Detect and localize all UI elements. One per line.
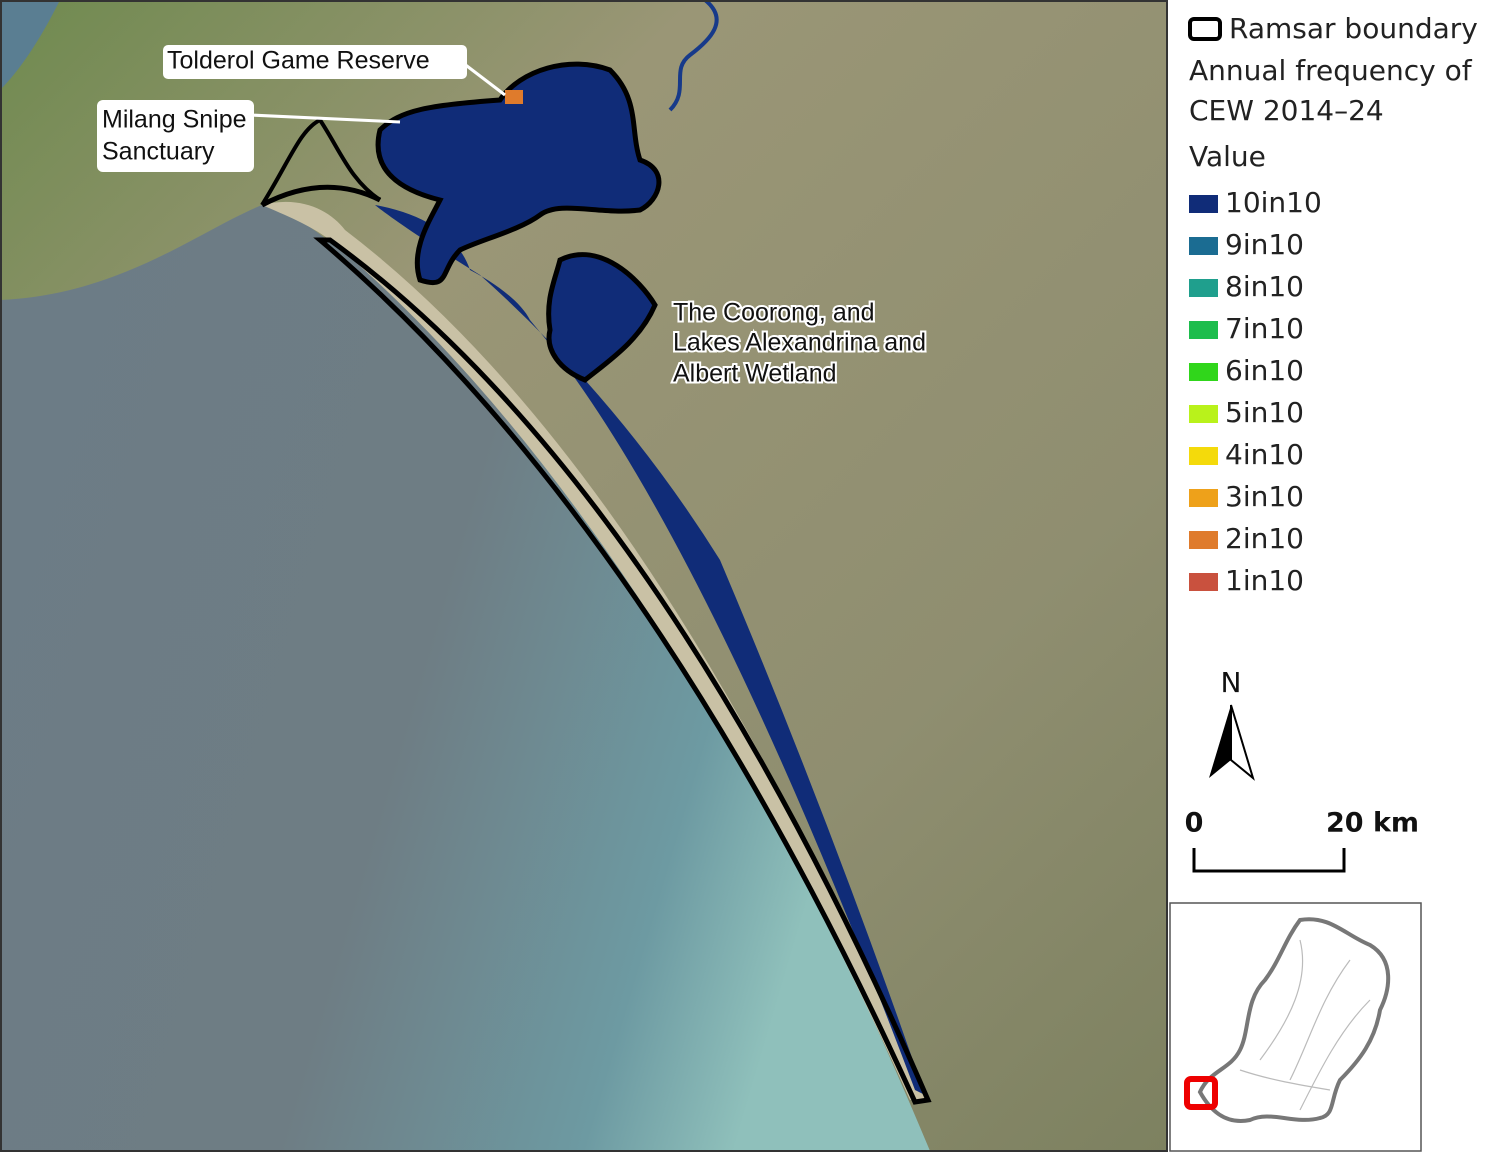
legend-subtitle: Value xyxy=(1189,140,1266,173)
legend-entry: Ramsar boundary xyxy=(1229,12,1478,45)
catchment-outline xyxy=(1197,917,1391,1123)
tolderol-patch xyxy=(505,90,523,104)
legend-label: 8in10 xyxy=(1225,270,1304,303)
legend-label: 10in10 xyxy=(1225,186,1322,219)
legend-swatch xyxy=(1189,405,1218,423)
arrow-left xyxy=(1209,705,1231,778)
rivers xyxy=(1239,939,1371,1111)
legend-swatch xyxy=(1189,489,1218,507)
ramsar-boundary xyxy=(260,184,932,1105)
legend-swatch xyxy=(1189,447,1218,465)
leader-line xyxy=(249,113,401,124)
legend-swatch xyxy=(1189,573,1218,591)
location-marker xyxy=(1184,1076,1218,1110)
legend-label: 7in10 xyxy=(1225,312,1304,345)
place-label: Tolderol Game Reserve xyxy=(167,47,430,75)
scale-bar: 0 20 km xyxy=(1185,808,1419,873)
leader-line xyxy=(462,61,506,97)
legend-label: 4in10 xyxy=(1225,438,1304,471)
legend-swatch xyxy=(1189,279,1218,297)
label-box xyxy=(97,100,254,172)
place-label: Albert Wetland xyxy=(673,360,837,388)
legend-swatch xyxy=(1189,531,1218,549)
lake-alexandrina xyxy=(375,61,662,286)
lake-albert xyxy=(546,252,658,383)
legend: Ramsar boundary Annual frequency of CEW … xyxy=(1188,12,1478,597)
sea xyxy=(0,205,930,1151)
north-arrow: N xyxy=(1209,666,1255,781)
place-label: The Coorong, and xyxy=(673,299,875,327)
legend-label: 5in10 xyxy=(1225,396,1304,429)
legend-label: 3in10 xyxy=(1225,480,1304,513)
legend-label: 2in10 xyxy=(1225,522,1304,555)
sea-inlet xyxy=(0,0,60,90)
inset-map xyxy=(1169,902,1422,1152)
arrow-right xyxy=(1230,704,1255,781)
legend-swatch xyxy=(1189,321,1218,339)
legend-title: Annual frequency of xyxy=(1189,54,1473,87)
legend-label: 9in10 xyxy=(1225,228,1304,261)
ramsar-boundary-west xyxy=(260,117,382,207)
scale-label: 0 xyxy=(1185,808,1204,839)
north-label: N xyxy=(1221,666,1242,699)
label-box xyxy=(163,45,467,79)
scale-line xyxy=(1192,848,1346,873)
place-label: Lakes Alexandrina and xyxy=(673,329,926,357)
legend-label: 6in10 xyxy=(1225,354,1304,387)
place-label: Sanctuary xyxy=(102,138,215,166)
river xyxy=(668,0,719,112)
legend-swatch xyxy=(1189,195,1218,213)
scale-label: 20 km xyxy=(1326,808,1419,839)
frame-border xyxy=(0,0,1168,1152)
map-frame: Tolderol Game Reserve Milang Snipe Sanct… xyxy=(0,0,1168,1152)
legend-swatch xyxy=(1189,363,1218,381)
legend-title: CEW 2014–24 xyxy=(1189,94,1384,127)
place-label: Milang Snipe xyxy=(102,106,247,134)
boundary-swatch xyxy=(1188,17,1222,41)
legend-label: 1in10 xyxy=(1225,564,1304,597)
legend-swatch xyxy=(1189,237,1218,255)
